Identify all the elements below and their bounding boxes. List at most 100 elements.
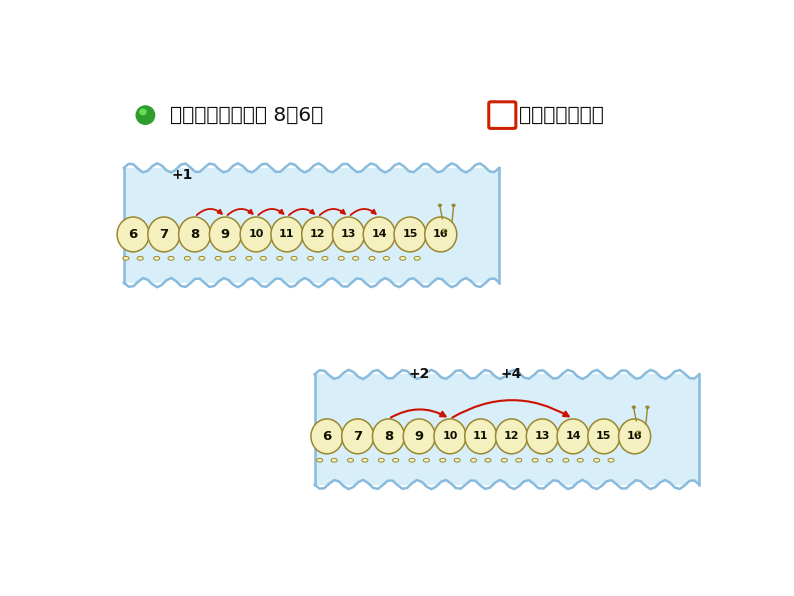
- Ellipse shape: [210, 217, 241, 252]
- Ellipse shape: [445, 231, 446, 232]
- Ellipse shape: [338, 256, 345, 260]
- Ellipse shape: [148, 217, 180, 252]
- Text: 16: 16: [433, 229, 449, 240]
- Text: +2: +2: [409, 367, 430, 381]
- Ellipse shape: [495, 419, 527, 454]
- Ellipse shape: [322, 256, 328, 260]
- Ellipse shape: [302, 217, 333, 252]
- Ellipse shape: [333, 217, 364, 252]
- Text: 14: 14: [565, 432, 581, 442]
- Ellipse shape: [443, 229, 447, 232]
- Ellipse shape: [501, 458, 507, 462]
- Ellipse shape: [317, 458, 323, 462]
- Ellipse shape: [137, 256, 144, 260]
- Text: 7: 7: [353, 430, 362, 443]
- Ellipse shape: [399, 256, 406, 260]
- Ellipse shape: [638, 433, 640, 434]
- Text: 13: 13: [534, 432, 550, 442]
- Ellipse shape: [557, 419, 589, 454]
- Text: 9: 9: [221, 228, 230, 241]
- Ellipse shape: [307, 256, 314, 260]
- Ellipse shape: [608, 458, 614, 462]
- Ellipse shape: [425, 217, 457, 252]
- Text: 10: 10: [249, 229, 264, 240]
- Text: 8: 8: [384, 430, 393, 443]
- Text: +1: +1: [172, 168, 193, 182]
- Text: 15: 15: [596, 432, 611, 442]
- Ellipse shape: [392, 458, 399, 462]
- Text: 用下面的方法计算 8＋6＝: 用下面的方法计算 8＋6＝: [170, 105, 323, 125]
- Ellipse shape: [434, 419, 466, 454]
- Ellipse shape: [123, 256, 129, 260]
- Ellipse shape: [409, 458, 415, 462]
- Ellipse shape: [394, 217, 426, 252]
- Ellipse shape: [117, 217, 149, 252]
- Ellipse shape: [438, 204, 441, 206]
- Text: 9: 9: [414, 430, 424, 443]
- Text: +4: +4: [501, 367, 522, 381]
- Ellipse shape: [271, 217, 303, 252]
- Ellipse shape: [378, 458, 384, 462]
- Ellipse shape: [229, 256, 236, 260]
- Ellipse shape: [632, 406, 635, 408]
- FancyBboxPatch shape: [489, 102, 516, 128]
- Ellipse shape: [179, 217, 210, 252]
- Text: 6: 6: [129, 228, 137, 241]
- Ellipse shape: [369, 256, 375, 260]
- Ellipse shape: [588, 419, 620, 454]
- Ellipse shape: [532, 458, 538, 462]
- Ellipse shape: [353, 256, 359, 260]
- Text: ，你能看懂吗？: ，你能看懂吗？: [519, 105, 603, 125]
- Ellipse shape: [153, 256, 160, 260]
- Text: 8: 8: [190, 228, 199, 241]
- Text: 7: 7: [160, 228, 168, 241]
- Ellipse shape: [464, 419, 497, 454]
- Text: 14: 14: [372, 229, 387, 240]
- Ellipse shape: [646, 406, 649, 408]
- Ellipse shape: [637, 431, 641, 434]
- Text: 6: 6: [322, 430, 332, 443]
- Ellipse shape: [577, 458, 584, 462]
- Ellipse shape: [563, 458, 569, 462]
- Ellipse shape: [168, 256, 174, 260]
- Ellipse shape: [594, 458, 599, 462]
- Text: 15: 15: [403, 229, 418, 240]
- Ellipse shape: [363, 217, 395, 252]
- FancyBboxPatch shape: [314, 374, 700, 485]
- Ellipse shape: [215, 256, 222, 260]
- Ellipse shape: [372, 419, 404, 454]
- Text: 12: 12: [310, 229, 326, 240]
- Ellipse shape: [341, 419, 374, 454]
- Ellipse shape: [619, 419, 650, 454]
- Ellipse shape: [331, 458, 337, 462]
- Ellipse shape: [485, 458, 491, 462]
- Text: 11: 11: [473, 432, 488, 442]
- Ellipse shape: [515, 458, 522, 462]
- Ellipse shape: [276, 256, 283, 260]
- Ellipse shape: [311, 419, 343, 454]
- Ellipse shape: [546, 458, 553, 462]
- Ellipse shape: [240, 217, 272, 252]
- Ellipse shape: [526, 419, 558, 454]
- Ellipse shape: [414, 256, 420, 260]
- Ellipse shape: [440, 458, 446, 462]
- Ellipse shape: [184, 256, 191, 260]
- Text: 16: 16: [626, 432, 642, 442]
- Ellipse shape: [246, 256, 252, 260]
- Text: 11: 11: [279, 229, 295, 240]
- Text: 10: 10: [442, 432, 457, 442]
- Text: 12: 12: [503, 432, 519, 442]
- Ellipse shape: [260, 256, 267, 260]
- Text: 13: 13: [341, 229, 357, 240]
- Ellipse shape: [291, 256, 297, 260]
- Ellipse shape: [403, 419, 435, 454]
- Ellipse shape: [384, 256, 390, 260]
- Ellipse shape: [140, 109, 146, 114]
- Ellipse shape: [348, 458, 353, 462]
- Ellipse shape: [452, 204, 455, 206]
- Ellipse shape: [198, 256, 205, 260]
- Ellipse shape: [137, 106, 155, 125]
- Ellipse shape: [362, 458, 368, 462]
- Ellipse shape: [454, 458, 461, 462]
- Ellipse shape: [423, 458, 430, 462]
